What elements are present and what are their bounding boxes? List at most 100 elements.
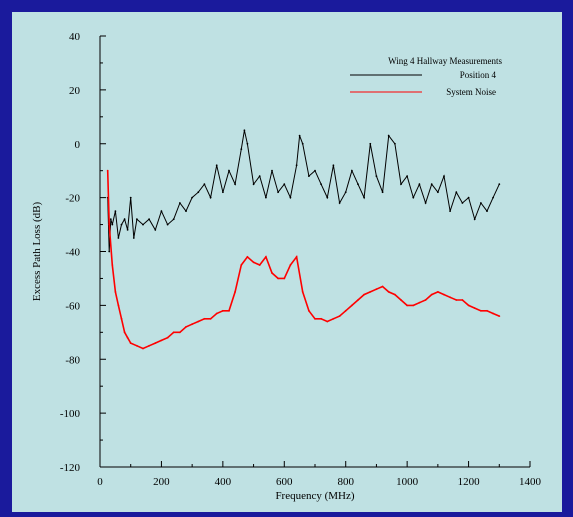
data-point-position-4 — [369, 142, 372, 145]
data-point-system-noise — [492, 312, 494, 315]
data-point-position-4 — [412, 196, 415, 199]
data-point-position-4 — [132, 237, 135, 239]
data-point-position-4 — [283, 183, 286, 186]
y-tick-label: -20 — [65, 193, 80, 205]
data-point-system-noise — [126, 336, 129, 339]
y-tick-label: -40 — [65, 247, 80, 259]
data-point-position-4 — [467, 196, 470, 199]
data-point-system-noise — [498, 315, 501, 317]
y-tick-label: 40 — [69, 31, 81, 43]
x-tick-label: 400 — [215, 476, 232, 488]
data-point-system-noise — [455, 299, 458, 301]
data-point-position-4 — [357, 183, 359, 186]
data-point-position-4 — [308, 175, 310, 178]
data-point-position-4 — [126, 229, 129, 231]
data-point-position-4 — [111, 223, 114, 226]
data-point-system-noise — [412, 304, 415, 307]
data-point-position-4 — [120, 223, 123, 226]
data-point-system-noise — [480, 309, 482, 312]
data-point-position-4 — [277, 191, 279, 194]
data-point-position-4 — [326, 196, 329, 199]
data-point-position-4 — [320, 183, 322, 186]
data-point-system-noise — [240, 264, 243, 266]
data-point-position-4 — [455, 191, 458, 194]
data-point-system-noise — [394, 293, 396, 296]
data-point-system-noise — [381, 285, 384, 288]
data-point-system-noise — [258, 264, 261, 266]
data-point-system-noise — [123, 331, 126, 334]
data-point-system-noise — [449, 296, 451, 299]
data-point-position-4 — [443, 175, 445, 178]
data-point-system-noise — [172, 331, 175, 334]
legend-label-position-4: Position 4 — [460, 70, 497, 80]
data-point-position-4 — [136, 218, 138, 221]
data-point-system-noise — [301, 291, 304, 293]
data-point-position-4 — [117, 237, 120, 239]
x-tick-label: 800 — [337, 476, 354, 488]
data-point-system-noise — [344, 309, 347, 312]
data-point-position-4 — [160, 210, 163, 213]
x-tick-label: 600 — [276, 476, 293, 488]
data-point-system-noise — [430, 293, 433, 296]
data-point-position-4 — [344, 191, 347, 194]
data-point-position-4 — [424, 202, 427, 204]
data-point-position-4 — [461, 202, 464, 204]
data-point-position-4 — [480, 202, 482, 204]
data-point-system-noise — [314, 317, 316, 320]
data-point-system-noise — [338, 315, 341, 317]
data-point-system-noise — [246, 256, 249, 258]
data-point-system-noise — [179, 331, 181, 334]
data-point-position-4 — [172, 218, 175, 221]
data-point-position-4 — [123, 218, 126, 221]
data-point-system-noise — [295, 256, 298, 258]
data-point-position-4 — [314, 169, 316, 172]
data-point-system-noise — [424, 299, 427, 301]
data-point-system-noise — [277, 277, 279, 280]
data-point-system-noise — [369, 291, 372, 293]
data-point-system-noise — [234, 291, 237, 293]
data-point-position-4 — [406, 175, 408, 178]
data-point-position-4 — [271, 169, 273, 172]
data-point-position-4 — [381, 191, 384, 194]
data-point-position-4 — [215, 164, 218, 167]
data-point-position-4 — [430, 183, 433, 186]
data-point-system-noise — [106, 169, 109, 172]
data-point-system-noise — [289, 264, 292, 266]
data-point-system-noise — [114, 291, 117, 293]
legend-title: Wing 4 Hallway Measurements — [388, 56, 502, 66]
x-tick-label: 0 — [97, 476, 103, 488]
data-point-position-4 — [203, 183, 206, 186]
data-point-system-noise — [222, 309, 224, 312]
data-point-position-4 — [295, 164, 298, 167]
data-point-system-noise — [191, 323, 194, 326]
data-point-system-noise — [265, 256, 267, 258]
data-point-position-4 — [301, 142, 304, 145]
data-point-position-4 — [486, 210, 488, 213]
data-point-system-noise — [117, 304, 120, 307]
data-point-system-noise — [387, 291, 390, 293]
data-point-system-noise — [120, 317, 123, 320]
data-point-system-noise — [320, 317, 322, 320]
data-point-system-noise — [308, 309, 310, 312]
x-tick-label: 1000 — [396, 476, 419, 488]
data-point-position-4 — [246, 142, 249, 145]
data-point-position-4 — [338, 202, 341, 204]
data-point-position-4 — [449, 210, 451, 213]
data-point-position-4 — [114, 210, 117, 213]
data-point-system-noise — [142, 347, 144, 350]
data-point-system-noise — [437, 291, 439, 293]
data-point-system-noise — [185, 326, 187, 328]
data-point-system-noise — [209, 317, 212, 320]
data-point-system-noise — [203, 317, 206, 320]
data-point-system-noise — [215, 312, 218, 315]
data-point-position-4 — [437, 191, 439, 194]
data-point-position-4 — [129, 196, 132, 199]
data-point-position-4 — [109, 218, 112, 221]
data-point-system-noise — [111, 264, 114, 266]
data-point-position-4 — [498, 183, 501, 186]
y-tick-label: -60 — [65, 300, 80, 312]
data-point-position-4 — [228, 169, 230, 172]
data-point-system-noise — [166, 336, 169, 339]
chart-frame: 40 20 0 -20 -40 -60 -80 -100 -120 0 200 400 600 800 10… — [4, 4, 569, 513]
